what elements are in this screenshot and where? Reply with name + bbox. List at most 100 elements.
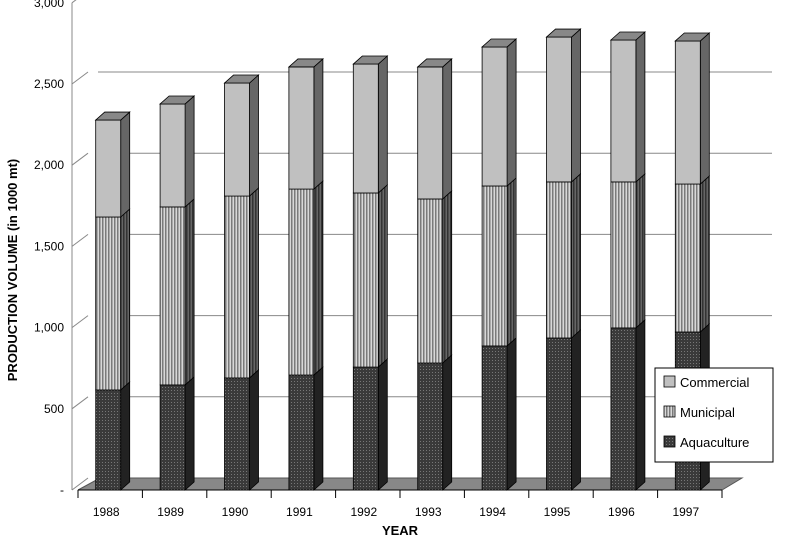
bar-side-municipal	[377, 184, 388, 368]
bar-top	[545, 28, 582, 38]
bar-side-aquaculture	[442, 354, 453, 491]
bar-side-aquaculture	[571, 329, 581, 491]
bar-top	[223, 74, 260, 84]
bar-commercial	[481, 46, 508, 187]
bar-side-municipal	[506, 177, 517, 347]
bar-aquaculture	[546, 337, 572, 491]
y-tick-label: 500	[44, 402, 64, 416]
bar-commercial	[224, 82, 250, 197]
y-tick-label: 1,500	[34, 239, 64, 253]
bar-side-aquaculture	[506, 337, 517, 491]
bar-side-municipal	[249, 187, 259, 379]
bar-commercial	[610, 39, 637, 183]
bar-top	[481, 38, 518, 48]
bar-municipal	[481, 185, 508, 347]
bar-side-aquaculture	[377, 358, 388, 491]
bar-municipal	[95, 216, 122, 391]
x-axis-title: YEAR	[382, 523, 419, 538]
legend-swatch-commercial	[663, 375, 676, 388]
bar-side-commercial	[442, 58, 453, 200]
bar-side-aquaculture	[249, 369, 259, 491]
bar-side-commercial	[635, 31, 646, 183]
bar-side-municipal	[699, 175, 710, 333]
bar-aquaculture	[352, 366, 379, 491]
bar-side-commercial	[184, 95, 195, 208]
y-axis-title: PRODUCTION VOLUME (in 1000 mt)	[5, 159, 20, 381]
bar-municipal	[159, 206, 186, 386]
bar-side-commercial	[120, 111, 131, 218]
bar-municipal	[352, 192, 379, 368]
bar-side-municipal	[313, 180, 324, 376]
bar-aquaculture	[610, 327, 637, 491]
tick-diagonal	[71, 396, 89, 410]
bar-side-commercial	[377, 55, 388, 194]
bar-top	[609, 31, 646, 41]
bar-side-municipal	[120, 208, 131, 391]
bar-municipal	[224, 195, 250, 379]
bar-aquaculture	[95, 389, 122, 491]
bar-top	[416, 58, 453, 68]
x-tick-label: 1994	[479, 505, 506, 519]
legend-label-municipal: Municipal	[680, 405, 735, 420]
bar-side-commercial	[249, 74, 259, 197]
bar-side-commercial	[313, 58, 324, 190]
bar-side-municipal	[442, 190, 453, 364]
x-tick-label: 1988	[93, 505, 120, 519]
x-tick-label: 1995	[544, 505, 571, 519]
y-tick-label: 3,000	[34, 0, 64, 10]
bar-commercial	[674, 40, 701, 185]
bar-top	[159, 95, 196, 105]
bar-side-commercial	[506, 38, 517, 187]
bar-side-aquaculture	[635, 319, 646, 491]
legend-label-commercial: Commercial	[680, 375, 749, 390]
bar-commercial	[352, 63, 379, 194]
x-tick-label: 1989	[157, 505, 184, 519]
bar-side-municipal	[635, 173, 646, 329]
bar-side-aquaculture	[313, 366, 324, 491]
bar-side-commercial	[571, 28, 581, 183]
y-tick-label: 1,000	[34, 321, 64, 335]
x-tick-label: 1996	[608, 505, 635, 519]
bar-side-aquaculture	[184, 376, 195, 491]
tick-diagonal	[71, 233, 89, 247]
bar-top	[94, 111, 131, 121]
bar-side-aquaculture	[120, 381, 131, 491]
legend-label-aquaculture: Aquaculture	[680, 435, 749, 450]
bar-side-municipal	[571, 173, 581, 339]
tick-diagonal	[71, 71, 89, 85]
bar-commercial	[417, 66, 444, 200]
bar-aquaculture	[288, 374, 315, 491]
bar-municipal	[417, 198, 444, 364]
bar-top	[287, 58, 324, 68]
bar-municipal	[546, 181, 572, 339]
bar-aquaculture	[417, 362, 444, 491]
bar-commercial	[288, 66, 315, 190]
bar-municipal	[610, 181, 637, 329]
bar-side-commercial	[699, 32, 710, 185]
x-tick-label: 1993	[415, 505, 442, 519]
y-tick-label: 2,000	[34, 158, 64, 172]
bar-commercial	[159, 103, 186, 208]
x-tick-label: 1997	[672, 505, 699, 519]
bar-commercial	[546, 36, 572, 183]
bar-municipal	[674, 183, 701, 333]
legend-swatch-aquaculture	[663, 435, 676, 448]
bar-municipal	[288, 188, 315, 376]
x-tick-label: 1990	[222, 505, 249, 519]
bar-aquaculture	[159, 384, 186, 491]
x-tick-label: 1992	[350, 505, 377, 519]
tick-diagonal	[71, 315, 89, 329]
legend-swatch-municipal	[663, 405, 676, 418]
x-tick-label: 1991	[286, 505, 313, 519]
tick-diagonal	[71, 477, 89, 491]
y-tick-label: -	[60, 483, 64, 497]
tick-diagonal	[71, 152, 89, 166]
bar-top	[352, 55, 389, 65]
y-tick-label: 2,500	[34, 77, 64, 91]
bar-aquaculture	[481, 345, 508, 491]
bar-top	[674, 32, 711, 42]
bar-aquaculture	[224, 377, 250, 491]
bar-side-municipal	[184, 198, 195, 386]
